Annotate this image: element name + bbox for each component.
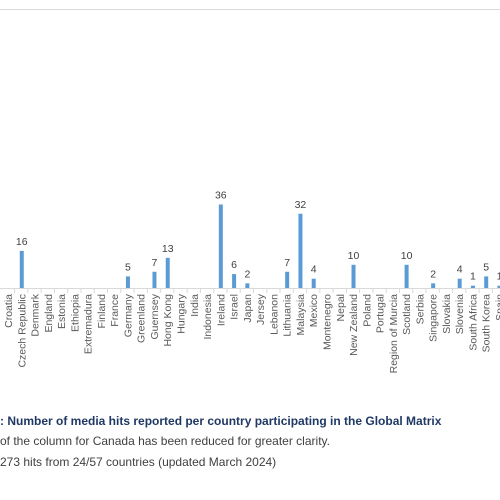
x-tick-label: South Africa [467,294,479,351]
data-label: 1 [497,271,500,283]
x-tick-label: Serbia [414,294,426,325]
x-tick-label: France [109,294,121,327]
bar [457,278,462,288]
x-tick-label: Slovakia [441,294,453,334]
x-tick-label: Estonia [56,294,68,329]
x-tick-label: Croatia [3,294,15,328]
bar [285,271,290,288]
data-label: 6 [231,259,237,271]
data-label: 1 [470,271,476,283]
x-tick-label: Israel [229,294,241,320]
x-tick-label: Hong Kong [162,294,174,347]
x-tick-label: Czech Republic [16,294,28,368]
bar [232,274,237,288]
figure-caption-note: of the column for Canada has been reduce… [0,434,330,448]
x-tick-label: Extremadura [83,294,95,354]
data-label: 10 [401,250,413,262]
bar [245,283,250,288]
x-tick-label: Malaysia [295,294,307,336]
x-tick-label: Portugal [375,294,387,333]
x-tick-label: Finland [96,294,108,329]
data-label: 32 [295,199,307,211]
data-label: 7 [284,257,290,269]
bar [484,276,489,288]
x-tick-label: Singapore [428,294,440,342]
x-tick-label: Japan [242,294,254,323]
x-tick-label: India [189,294,201,317]
x-tick-label: Jersey [255,293,267,325]
x-tick-label: Guernsey [149,293,161,339]
figure-caption-title: : Number of media hits reported per coun… [0,414,442,428]
bar [404,264,409,288]
x-tick-label: Germany [122,293,134,337]
bar [298,213,303,288]
data-label: 36 [215,189,227,201]
bar [152,271,157,288]
x-tick-label: Nepal [335,294,347,321]
bar [165,257,170,288]
x-tick-label: Denmark [30,293,42,336]
x-tick-label: Scotland [401,294,413,335]
x-tick-label: New Zealand [348,294,360,356]
data-label: 5 [125,261,131,273]
x-tick-label: Mexico [308,294,320,327]
data-label: 10 [348,250,360,262]
x-tick-label: South Korea [481,294,493,353]
data-label: 2 [244,268,250,280]
data-label: 4 [311,264,317,276]
x-tick-label: Slovenia [454,294,466,334]
x-tick-label: Ethiopia [69,294,81,332]
data-label: 4 [457,264,463,276]
x-tick-label: Indonesia [202,294,214,340]
x-tick-label: Lebanon [268,294,280,335]
data-label: 13 [162,243,174,255]
bar [311,278,316,288]
x-tick-label: Greenland [136,294,148,343]
bar [19,250,24,288]
x-tick-label: England [43,294,55,333]
data-label: 5 [483,261,489,273]
x-tick-label: Spain [494,294,500,321]
bar [351,264,356,288]
bar [470,285,475,288]
figure-caption-summary: 273 hits from 24/57 countries (updated M… [0,455,277,469]
x-tick-label: Region of Murcia [388,294,400,374]
bar [218,204,223,288]
x-tick-label: Hungary [176,293,188,333]
data-label: 2 [430,268,436,280]
bar [125,276,130,288]
data-label: 16 [16,236,28,248]
x-tick-label: Poland [361,294,373,327]
x-tick-label: Montenegro [321,294,333,350]
bar [431,283,436,288]
x-tick-label: Lithuania [282,294,294,337]
x-tick-label: Ireland [215,294,227,326]
data-label: 7 [152,257,158,269]
bar [497,285,500,288]
